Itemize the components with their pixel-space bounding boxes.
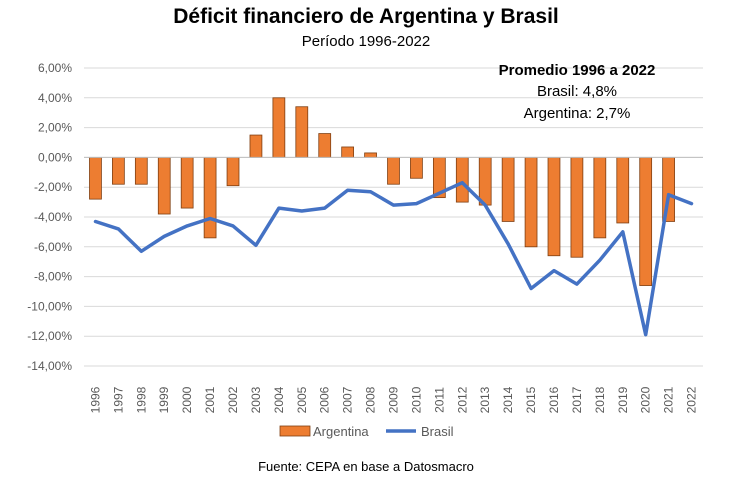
bar-argentina bbox=[387, 156, 400, 185]
chart-title: Déficit financiero de Argentina y Brasil bbox=[173, 5, 559, 28]
x-tick-label: 2017 bbox=[570, 386, 584, 413]
y-tick-label: 0,00% bbox=[38, 150, 72, 164]
y-tick-label: -12,00% bbox=[27, 329, 72, 343]
bar-argentina bbox=[341, 146, 355, 158]
x-tick-label: 2008 bbox=[364, 386, 378, 413]
bar-argentina bbox=[180, 156, 194, 209]
x-tick-label: 2011 bbox=[432, 387, 446, 413]
annotation-heading: Promedio 1996 a 2022 bbox=[499, 62, 656, 79]
x-tick-label: 1996 bbox=[88, 386, 102, 413]
x-tick-label: 2000 bbox=[180, 386, 194, 413]
bar-argentina bbox=[226, 156, 240, 187]
annotation-argentina: Argentina: 2,7% bbox=[524, 105, 631, 122]
y-tick-label: -2,00% bbox=[34, 180, 72, 194]
x-tick-label: 2001 bbox=[203, 386, 217, 413]
bar-argentina bbox=[134, 156, 148, 185]
x-tick-label: 2007 bbox=[341, 386, 355, 413]
x-tick-label: 2020 bbox=[639, 386, 653, 413]
y-tick-label: 2,00% bbox=[38, 121, 72, 135]
bar-argentina bbox=[616, 156, 630, 224]
legend-label-argentina: Argentina bbox=[313, 424, 369, 439]
x-tick-label: 2015 bbox=[524, 386, 538, 413]
x-tick-label: 2012 bbox=[455, 386, 469, 413]
x-tick-label: 2010 bbox=[409, 386, 423, 413]
bar-argentina bbox=[364, 152, 377, 158]
bar-argentina bbox=[272, 97, 286, 158]
source-note: Fuente: CEPA en base a Datosmacro bbox=[258, 459, 474, 474]
x-tick-label: 2018 bbox=[593, 386, 607, 413]
gridlines bbox=[84, 67, 703, 367]
bar-argentina bbox=[547, 156, 561, 257]
x-tick-label: 2022 bbox=[685, 386, 699, 413]
legend-label-brasil: Brasil bbox=[421, 424, 454, 439]
line-brasil bbox=[93, 180, 694, 337]
x-tick-label: 2013 bbox=[478, 386, 492, 413]
bar-argentina bbox=[203, 156, 217, 239]
bar-argentina bbox=[478, 156, 492, 206]
x-tick-label: 2019 bbox=[616, 386, 630, 413]
bar-argentina bbox=[593, 156, 607, 239]
y-tick-label: -8,00% bbox=[34, 270, 72, 284]
bar-argentina bbox=[249, 134, 263, 158]
bar-argentina bbox=[639, 156, 653, 286]
x-tick-label: 2014 bbox=[501, 386, 515, 413]
x-tick-label: 2006 bbox=[318, 386, 332, 413]
x-tick-label: 1999 bbox=[157, 386, 171, 413]
bar-argentina bbox=[410, 156, 423, 179]
bar-argentina bbox=[570, 156, 584, 258]
bar-argentina bbox=[157, 156, 171, 215]
average-annotation: Promedio 1996 a 2022 Brasil: 4,8% Argent… bbox=[499, 62, 656, 122]
legend-swatch-argentina bbox=[279, 425, 311, 437]
x-tick-label: 2005 bbox=[295, 386, 309, 413]
x-tick-label: 2002 bbox=[226, 386, 240, 413]
x-tick-label: 2004 bbox=[272, 386, 286, 413]
x-tick-label: 1997 bbox=[111, 386, 125, 413]
y-tick-label: -6,00% bbox=[34, 240, 72, 254]
argentina-bars bbox=[89, 97, 675, 286]
x-tick-label: 1998 bbox=[134, 386, 148, 413]
bar-argentina bbox=[318, 133, 332, 158]
x-tick-label: 2016 bbox=[547, 386, 561, 413]
y-tick-label: 4,00% bbox=[38, 91, 72, 105]
bar-argentina bbox=[524, 156, 538, 248]
x-tick-label: 2003 bbox=[249, 386, 263, 413]
y-tick-label: 6,00% bbox=[38, 61, 72, 75]
bar-argentina bbox=[455, 156, 469, 203]
y-tick-label: -14,00% bbox=[27, 359, 72, 373]
y-axis-tick-labels: 6,00% 4,00% 2,00% 0,00% -2,00% -4,00% -6,00% -8… bbox=[27, 61, 72, 373]
annotation-brasil: Brasil: 4,8% bbox=[537, 83, 617, 100]
legend: Argentina Brasil bbox=[279, 424, 454, 439]
x-axis-tick-labels: 1996 1997 1998 1999 2000 2001 2002 2003 2004 2005… bbox=[88, 386, 698, 413]
y-tick-label: -4,00% bbox=[34, 210, 72, 224]
bar-argentina bbox=[501, 156, 515, 222]
x-tick-label: 2009 bbox=[387, 386, 401, 413]
brasil-line-series bbox=[93, 180, 694, 337]
bar-argentina bbox=[112, 156, 125, 185]
chart-subtitle: Período 1996-2022 bbox=[302, 33, 430, 50]
bar-argentina bbox=[295, 106, 309, 158]
bar-argentina bbox=[89, 156, 102, 200]
y-tick-label: -10,00% bbox=[27, 299, 72, 313]
x-tick-label: 2021 bbox=[662, 386, 676, 413]
